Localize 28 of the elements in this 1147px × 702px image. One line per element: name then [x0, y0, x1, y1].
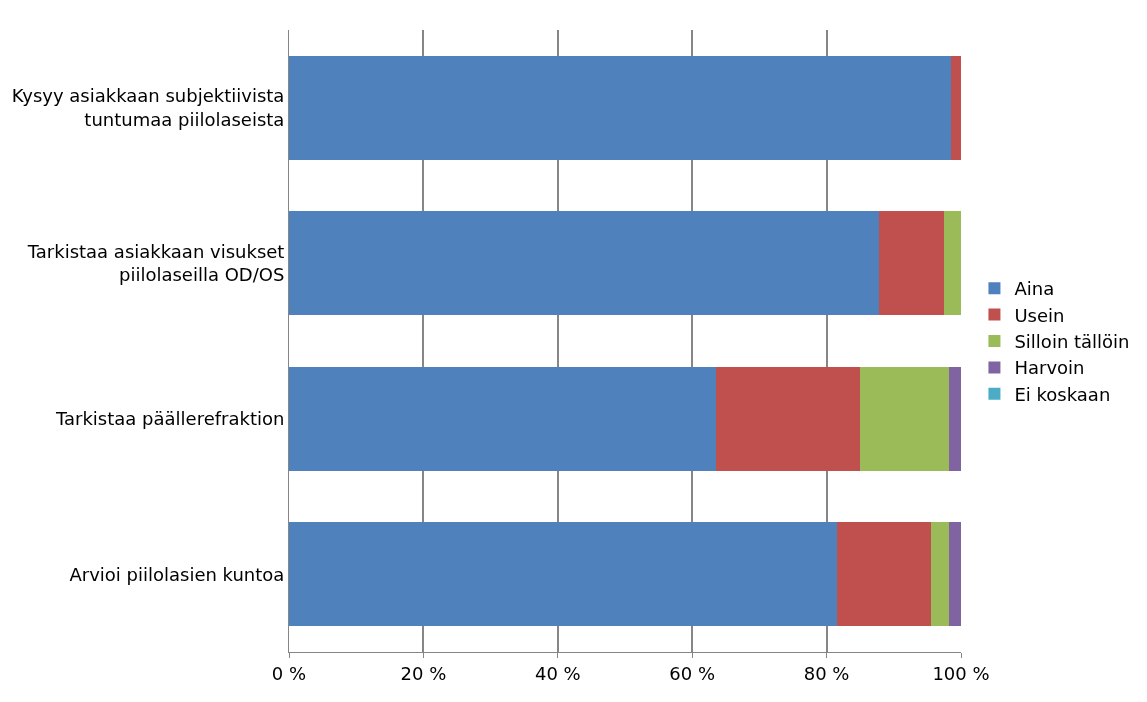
bar	[289, 522, 837, 627]
bar	[950, 55, 961, 160]
bar	[716, 366, 861, 471]
legend-label: Usein	[1014, 304, 1065, 326]
x-tick-label: 40 %	[534, 662, 581, 684]
legend-label: Silloin tällöin	[1014, 331, 1130, 353]
bar	[931, 522, 949, 627]
bar	[944, 211, 961, 316]
bar	[836, 522, 932, 627]
legend-label: Aina	[1014, 278, 1055, 300]
x-tick-label: 100 %	[932, 662, 990, 684]
bar	[948, 522, 961, 627]
bar	[289, 366, 717, 471]
x-tick-label: 80 %	[803, 662, 850, 684]
legend-label: Harvoin	[1014, 357, 1085, 379]
bar	[289, 55, 951, 160]
legend-label: Ei koskaan	[1014, 383, 1111, 405]
y-tick-label: Tarkistaa päällerefraktion	[54, 408, 285, 430]
bar	[860, 366, 949, 471]
y-tick-label: Kysyy asiakkaan subjektiivista tuntumaa piilolaseista	[11, 85, 285, 130]
bar	[289, 211, 880, 316]
y-tick-label: Arvioi piilolasien kuntoa	[69, 563, 285, 585]
bar	[879, 211, 945, 316]
x-tick-label: 20 %	[400, 662, 447, 684]
y-tick-label: Tarkistaa asiakkaan visukset piilolaseilla OD/OS	[26, 240, 285, 286]
bar	[948, 366, 961, 471]
x-tick-label: 60 %	[669, 662, 716, 684]
x-tick-label: 0 %	[271, 662, 307, 684]
